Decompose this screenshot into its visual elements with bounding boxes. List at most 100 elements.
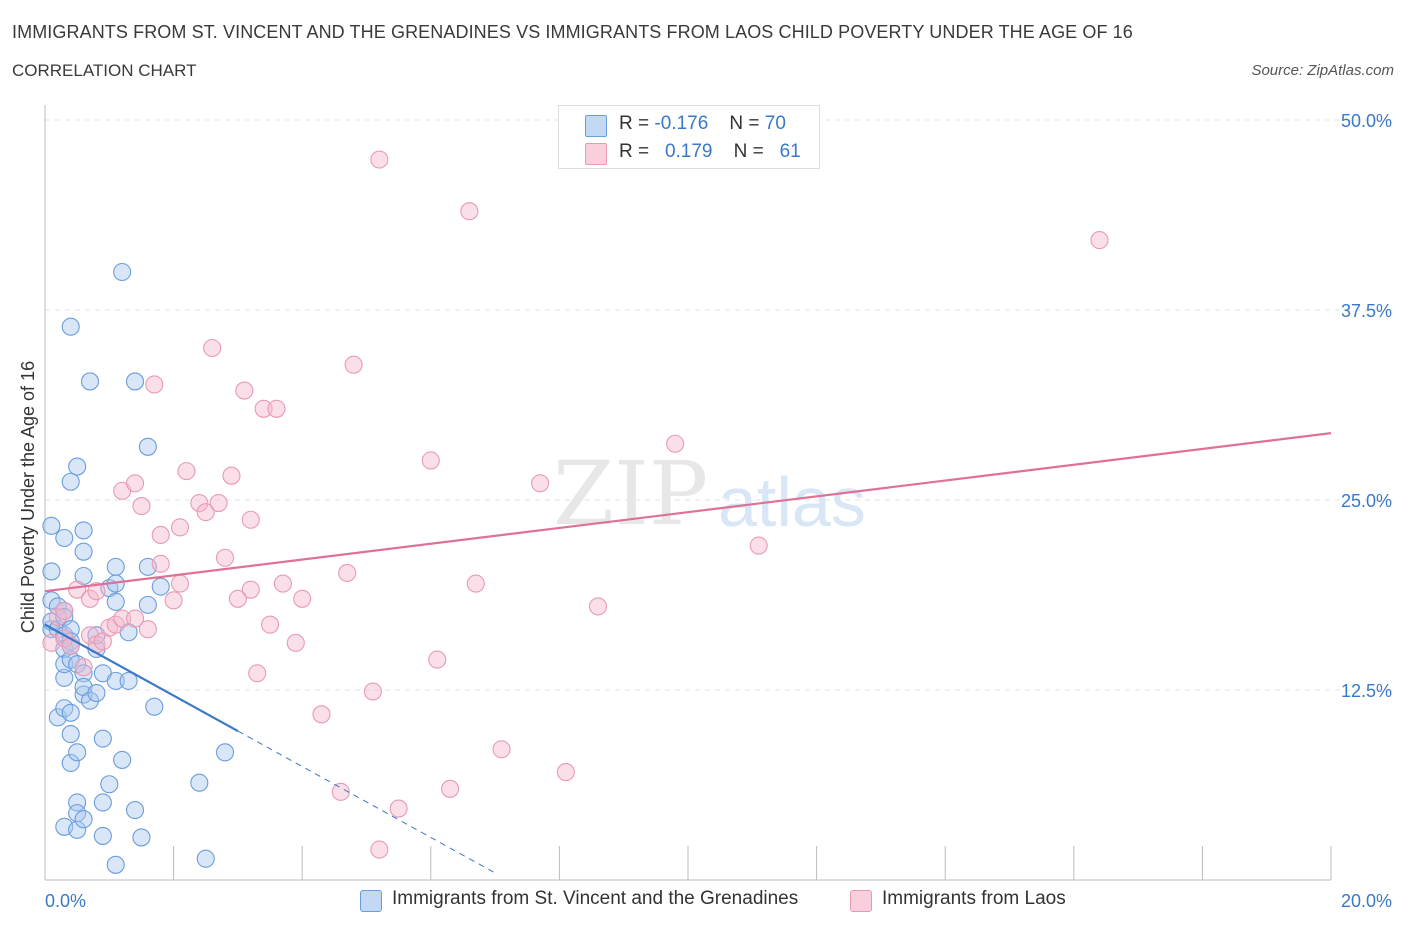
point-laos (196, 503, 215, 522)
x-tick-label-max: 20.0% (1341, 891, 1392, 911)
point-laos (421, 451, 440, 470)
point-laos (138, 620, 157, 639)
point-vincent (74, 521, 93, 540)
point-vincent (42, 516, 61, 535)
point-vincent (42, 562, 61, 581)
legend-text-laos: R = 0.179 N = 61 (619, 141, 801, 162)
point-laos (80, 589, 100, 608)
bottom-legend-label-vincent: Immigrants from St. Vincent and the Gren… (392, 888, 799, 909)
point-laos (267, 399, 286, 418)
point-vincent (61, 725, 80, 744)
point-vincent (100, 775, 119, 794)
y-axis-title: Child Poverty Under the Age of 16 (18, 361, 38, 633)
point-laos (588, 597, 608, 616)
bottom-legend-swatch-vincent (360, 890, 382, 912)
point-vincent (68, 457, 87, 476)
axes (44, 105, 1332, 881)
x-tick-label-min: 0.0% (45, 891, 86, 911)
point-vincent (74, 664, 93, 683)
point-laos (170, 518, 190, 537)
point-laos (145, 375, 164, 394)
point-laos (68, 580, 87, 599)
point-vincent (93, 729, 112, 748)
point-vincent (106, 855, 125, 874)
point-vincent (106, 557, 125, 576)
point-vincent (61, 472, 80, 491)
point-vincent (93, 826, 112, 845)
point-laos (241, 580, 260, 599)
point-vincent (190, 773, 209, 792)
point-vincent (119, 671, 138, 690)
point-vincent (106, 671, 125, 690)
point-vincent (138, 437, 157, 456)
y-tick-label: 37.5% (1341, 301, 1392, 321)
point-laos (338, 563, 357, 583)
point-laos (312, 705, 331, 724)
point-laos (125, 474, 145, 493)
point-laos (222, 466, 241, 485)
point-vincent (145, 697, 164, 716)
trend-line-laos (44, 432, 1332, 593)
point-laos (170, 574, 190, 593)
point-laos (273, 574, 292, 593)
point-laos (556, 763, 575, 782)
point-vincent (215, 743, 235, 762)
point-vincent (80, 372, 100, 391)
point-laos (441, 779, 460, 798)
point-vincent (74, 810, 93, 829)
point-vincent (106, 592, 125, 611)
point-laos (228, 589, 247, 608)
point-laos (428, 650, 447, 669)
legend-r-vincent: -0.176 (654, 113, 709, 134)
point-laos (177, 462, 196, 481)
point-vincent (61, 703, 80, 722)
point-laos (125, 609, 145, 628)
point-laos (190, 493, 209, 513)
point-vincent (132, 828, 151, 847)
point-laos (151, 525, 170, 545)
point-laos (203, 338, 222, 358)
point-vincent (196, 849, 215, 868)
watermark: ZIP atlas (553, 442, 866, 545)
point-laos (260, 615, 280, 634)
chart-title: IMMIGRANTS FROM ST. VINCENT AND THE GREN… (12, 22, 1133, 42)
point-vincent (125, 801, 145, 820)
point-vincent (93, 793, 112, 812)
correlation-legend: R = -0.176 N = 70 R = 0.179 N = 61 (558, 105, 820, 169)
point-laos (254, 399, 273, 418)
point-laos (74, 658, 93, 677)
point-laos (1090, 231, 1109, 250)
y-tick-label: 12.5% (1341, 681, 1392, 701)
point-vincent (138, 595, 157, 614)
trend-lines (44, 432, 1332, 874)
point-laos (293, 589, 312, 608)
legend-swatch-vincent (585, 115, 607, 137)
point-vincent (68, 743, 87, 762)
point-laos (370, 150, 389, 169)
trend-line-vincent-extension (237, 730, 496, 874)
point-laos (235, 381, 254, 400)
point-vincent (113, 750, 132, 769)
point-laos (492, 740, 511, 759)
trend-line-vincent (44, 623, 239, 733)
point-vincent (87, 683, 106, 703)
point-vincent (151, 577, 170, 596)
watermark-zip: ZIP (553, 442, 708, 545)
axis-labels: 12.5% 25.0% 37.5% 50.0% 0.0% 20.0% Child Pover… (18, 111, 1392, 911)
bottom-legend-swatch-laos (850, 890, 872, 912)
point-laos (55, 601, 74, 621)
y-tick-label: 25.0% (1341, 491, 1392, 511)
point-laos (389, 799, 408, 818)
legend-n-laos: 61 (779, 141, 801, 162)
point-laos (209, 493, 228, 513)
chart-subtitle: CORRELATION CHART (12, 61, 197, 80)
bottom-legend-label-laos: Immigrants from Laos (882, 888, 1066, 909)
point-laos (331, 782, 350, 801)
point-vincent (48, 597, 67, 616)
point-vincent (74, 542, 93, 561)
point-laos (248, 664, 267, 683)
point-laos (132, 497, 151, 516)
watermark-atlas: atlas (718, 463, 866, 541)
point-vincent (113, 262, 132, 282)
